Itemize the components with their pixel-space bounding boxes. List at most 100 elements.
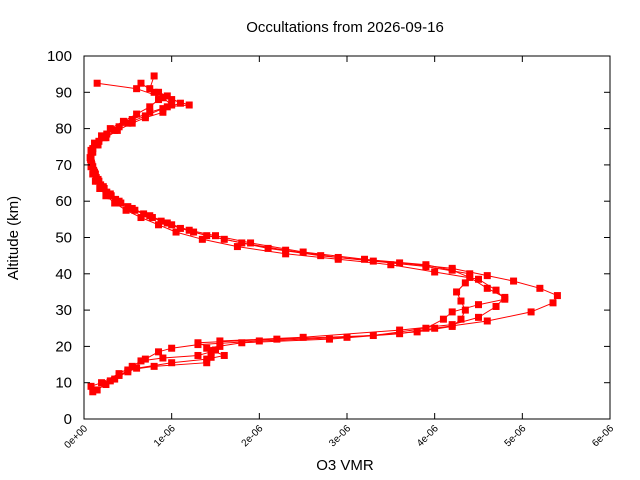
data-point xyxy=(102,192,110,200)
data-point xyxy=(122,206,130,214)
y-tick-label: 80 xyxy=(55,121,72,138)
data-point xyxy=(168,359,176,367)
series-line-3 xyxy=(90,91,559,385)
data-point xyxy=(247,239,255,247)
data-point xyxy=(282,246,290,254)
data-point xyxy=(168,101,176,109)
data-point xyxy=(106,125,114,133)
data-point xyxy=(94,141,102,149)
data-point xyxy=(461,306,469,314)
data-point xyxy=(163,92,171,100)
data-point xyxy=(87,163,95,171)
data-point xyxy=(176,224,184,232)
data-point xyxy=(150,72,158,80)
data-point xyxy=(146,103,154,111)
y-axis-label: Altitude (km) xyxy=(5,196,22,280)
series-layer xyxy=(86,72,561,396)
data-point xyxy=(157,217,165,225)
data-point xyxy=(89,388,97,396)
data-point xyxy=(137,357,145,365)
data-point xyxy=(453,288,461,296)
data-point xyxy=(98,379,106,387)
data-point xyxy=(89,148,97,156)
data-point xyxy=(150,88,158,96)
y-tick-label: 40 xyxy=(55,266,72,283)
data-point xyxy=(146,85,154,93)
data-point xyxy=(159,94,167,102)
data-point xyxy=(128,119,136,127)
x-tick-label: 5e-06 xyxy=(503,423,529,449)
y-tick-label: 90 xyxy=(55,84,72,101)
x-axis-label: O3 VMR xyxy=(316,457,374,474)
data-point xyxy=(203,344,211,352)
data-point xyxy=(317,252,325,260)
data-point xyxy=(194,351,202,359)
data-point xyxy=(111,375,119,383)
data-point xyxy=(448,308,456,316)
data-point xyxy=(457,315,465,323)
data-point xyxy=(159,108,167,116)
data-point xyxy=(203,359,211,367)
data-point xyxy=(422,263,430,271)
data-point xyxy=(483,317,491,325)
y-tick-label: 70 xyxy=(55,157,72,174)
data-point xyxy=(422,324,430,332)
data-point xyxy=(113,126,121,134)
data-point xyxy=(137,79,145,87)
data-point xyxy=(133,364,141,372)
x-tick-label: 1e-06 xyxy=(152,423,178,449)
data-point xyxy=(93,386,101,394)
data-point xyxy=(96,184,104,192)
data-point xyxy=(282,250,290,258)
data-point xyxy=(172,228,180,236)
data-point xyxy=(137,214,145,222)
data-point xyxy=(155,96,163,104)
data-point xyxy=(87,159,95,167)
data-point xyxy=(203,355,211,363)
data-point xyxy=(510,277,518,285)
data-point xyxy=(536,284,544,292)
data-point xyxy=(203,232,211,240)
y-tick-label: 20 xyxy=(55,338,72,355)
data-point xyxy=(325,335,333,343)
data-point xyxy=(185,101,193,109)
data-point xyxy=(168,96,176,104)
data-point xyxy=(133,85,141,93)
data-point xyxy=(233,243,241,251)
y-tick-label: 0 xyxy=(64,411,72,428)
data-point xyxy=(155,348,163,356)
data-point xyxy=(91,177,99,185)
data-point xyxy=(163,103,171,111)
data-point xyxy=(176,99,184,107)
data-point xyxy=(111,199,119,207)
data-point xyxy=(89,145,97,153)
data-point xyxy=(299,248,307,256)
data-point xyxy=(140,210,148,218)
data-point xyxy=(155,221,163,229)
data-point xyxy=(396,330,404,338)
data-point xyxy=(207,353,215,361)
data-point xyxy=(299,333,307,341)
data-point xyxy=(102,134,110,142)
data-point xyxy=(115,123,123,131)
x-tick-label: 4e-06 xyxy=(415,423,441,449)
data-point xyxy=(103,130,111,138)
data-point xyxy=(255,337,263,345)
data-point xyxy=(396,326,404,334)
data-point xyxy=(264,244,272,252)
data-point xyxy=(475,313,482,321)
x-tick-label: 3e-06 xyxy=(327,423,353,449)
data-point xyxy=(97,181,105,189)
data-point xyxy=(483,272,491,280)
data-point xyxy=(492,286,500,294)
data-point xyxy=(448,322,456,330)
data-point xyxy=(87,152,95,160)
data-point xyxy=(457,297,465,305)
data-point xyxy=(207,348,215,356)
data-point xyxy=(141,114,149,122)
data-point xyxy=(413,328,421,336)
data-point xyxy=(168,344,176,352)
data-point xyxy=(212,232,219,240)
y-tick-label: 30 xyxy=(55,302,72,319)
